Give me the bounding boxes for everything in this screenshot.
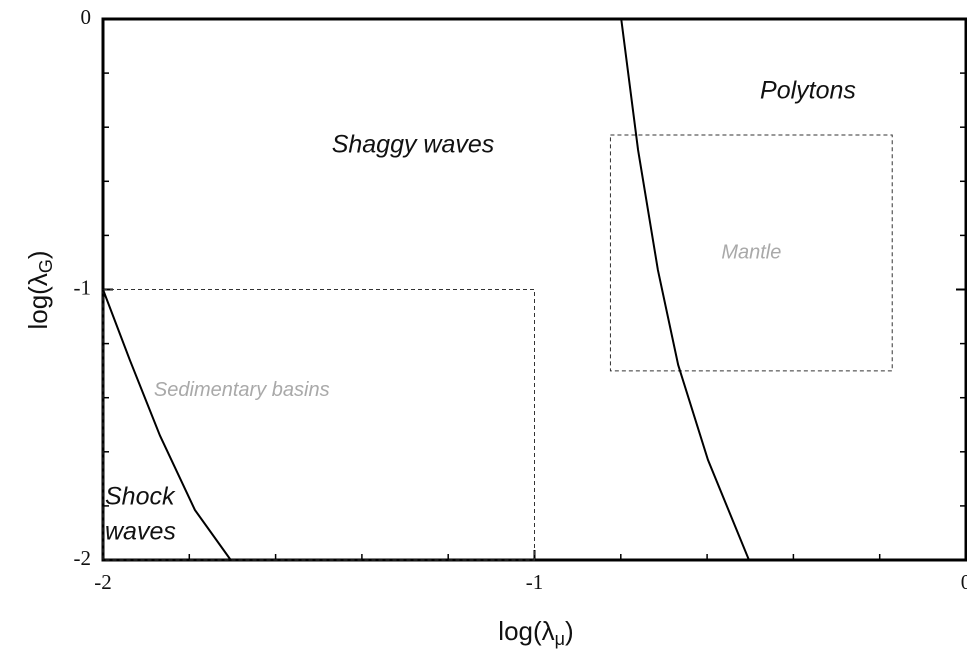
x-tick-label: -2 (94, 570, 112, 594)
curve (620, 18, 750, 561)
x-tick-label: -1 (526, 570, 544, 594)
region-label: Sedimentary basins (154, 379, 330, 401)
y-tick-label: 0 (81, 5, 92, 29)
annotation: Shaggy waves (332, 131, 495, 159)
x-tick-label: 0 (961, 570, 967, 594)
region (102, 289, 535, 561)
annotation: waves (105, 518, 176, 546)
annotation: Polytons (760, 77, 856, 105)
x-axis-label: log(λμ) (498, 616, 573, 649)
y-axis-label: log(λG) (23, 250, 56, 329)
region-label: Mantle (721, 241, 781, 263)
region (609, 134, 893, 372)
y-tick-label: -2 (74, 546, 92, 570)
curve (102, 289, 232, 561)
annotation: Shock (105, 483, 176, 511)
y-tick-label: -1 (74, 275, 92, 299)
